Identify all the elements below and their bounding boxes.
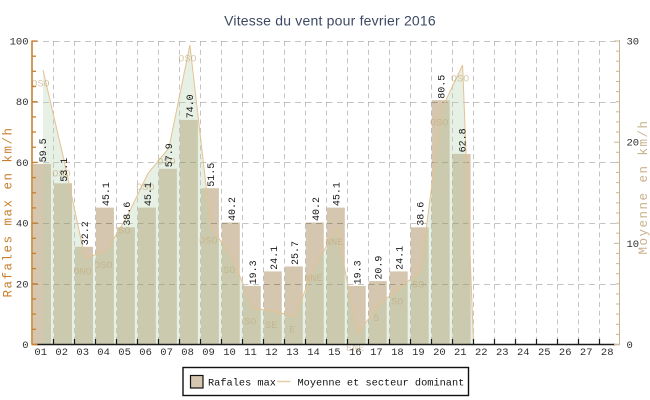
svg-text:NNE: NNE — [304, 274, 322, 285]
svg-text:20: 20 — [627, 138, 640, 150]
svg-text:OSO: OSO — [199, 237, 217, 248]
svg-text:80: 80 — [16, 97, 29, 109]
svg-text:27: 27 — [580, 347, 593, 359]
svg-text:20: 20 — [16, 279, 29, 291]
svg-text:40.2: 40.2 — [312, 197, 323, 221]
svg-text:OSO: OSO — [52, 170, 70, 181]
svg-text:07: 07 — [160, 347, 173, 359]
svg-text:SO: SO — [244, 318, 256, 329]
svg-text:12: 12 — [265, 347, 278, 359]
svg-text:57.9: 57.9 — [165, 143, 176, 167]
svg-text:Rafales max en km/h: Rafales max en km/h — [2, 126, 16, 297]
svg-text:ENE: ENE — [346, 344, 364, 355]
svg-text:E: E — [289, 326, 295, 337]
svg-text:45.1: 45.1 — [144, 182, 155, 206]
svg-text:06: 06 — [139, 347, 152, 359]
svg-text:OSO: OSO — [178, 55, 196, 66]
svg-text:14: 14 — [307, 347, 320, 359]
svg-text:08: 08 — [181, 347, 194, 359]
svg-text:SO: SO — [412, 281, 424, 292]
svg-text:80.5: 80.5 — [438, 75, 449, 99]
svg-text:05: 05 — [118, 347, 131, 359]
svg-text:20.9: 20.9 — [375, 256, 386, 280]
svg-text:02: 02 — [55, 347, 68, 359]
svg-text:62.8: 62.8 — [459, 128, 470, 152]
svg-text:SO: SO — [223, 266, 235, 277]
svg-text:38.6: 38.6 — [123, 202, 134, 226]
svg-text:24.1: 24.1 — [396, 246, 407, 270]
svg-text:25.7: 25.7 — [291, 241, 302, 265]
svg-text:OSO: OSO — [136, 183, 154, 194]
svg-text:OSO: OSO — [430, 119, 448, 130]
svg-text:13: 13 — [286, 347, 299, 359]
svg-text:19.3: 19.3 — [354, 260, 365, 284]
svg-text:40: 40 — [16, 219, 29, 231]
svg-text:26: 26 — [559, 347, 572, 359]
svg-text:01: 01 — [34, 347, 47, 359]
svg-text:ONO: ONO — [73, 268, 91, 279]
svg-text:OSO: OSO — [157, 158, 175, 169]
svg-text:11: 11 — [244, 347, 257, 359]
svg-text:40.2: 40.2 — [228, 197, 239, 221]
svg-text:19.3: 19.3 — [249, 260, 260, 284]
svg-text:32.2: 32.2 — [81, 221, 92, 245]
svg-text:03: 03 — [76, 347, 89, 359]
svg-text:0: 0 — [22, 340, 28, 352]
svg-text:23: 23 — [496, 347, 509, 359]
svg-text:28: 28 — [601, 347, 614, 359]
svg-text:15: 15 — [328, 347, 341, 359]
svg-text:Moyenne et secteur dominant: Moyenne et secteur dominant — [298, 377, 465, 389]
svg-text:Moyenne en km/h: Moyenne en km/h — [637, 119, 650, 254]
svg-text:30: 30 — [627, 37, 640, 49]
svg-text:OSO: OSO — [31, 80, 49, 91]
svg-text:22: 22 — [475, 347, 488, 359]
svg-text:45.1: 45.1 — [333, 182, 344, 206]
svg-text:18: 18 — [391, 347, 404, 359]
svg-text:16: 16 — [349, 347, 362, 359]
svg-text:24.1: 24.1 — [270, 246, 281, 270]
svg-text:38.6: 38.6 — [417, 202, 428, 226]
svg-text:17: 17 — [370, 347, 383, 359]
svg-text:0: 0 — [627, 340, 633, 352]
svg-text:19: 19 — [412, 347, 425, 359]
svg-text:45.1: 45.1 — [102, 182, 113, 206]
svg-text:21: 21 — [454, 347, 467, 359]
svg-text:SE: SE — [265, 321, 277, 332]
svg-text:59.5: 59.5 — [39, 138, 50, 162]
svg-text:SO: SO — [391, 298, 403, 309]
svg-text:09: 09 — [202, 347, 215, 359]
svg-text:OSO: OSO — [94, 261, 112, 272]
svg-text:Vitesse du vent pour fevrier 2: Vitesse du vent pour fevrier 2016 — [224, 13, 436, 29]
svg-text:100: 100 — [10, 37, 29, 49]
svg-text:25: 25 — [538, 347, 551, 359]
svg-text:Rafales max: Rafales max — [208, 377, 276, 389]
svg-text:S: S — [373, 314, 379, 325]
svg-text:OSO: OSO — [451, 75, 469, 86]
svg-text:53.1: 53.1 — [60, 158, 71, 182]
svg-text:74.0: 74.0 — [186, 94, 197, 118]
svg-text:SO: SO — [118, 227, 130, 238]
svg-text:NNE: NNE — [325, 238, 343, 249]
svg-text:24: 24 — [517, 347, 530, 359]
svg-text:04: 04 — [97, 347, 110, 359]
svg-text:10: 10 — [627, 239, 640, 251]
svg-text:51.5: 51.5 — [207, 163, 218, 187]
svg-text:20: 20 — [433, 347, 446, 359]
svg-text:60: 60 — [16, 158, 29, 170]
svg-text:10: 10 — [223, 347, 236, 359]
